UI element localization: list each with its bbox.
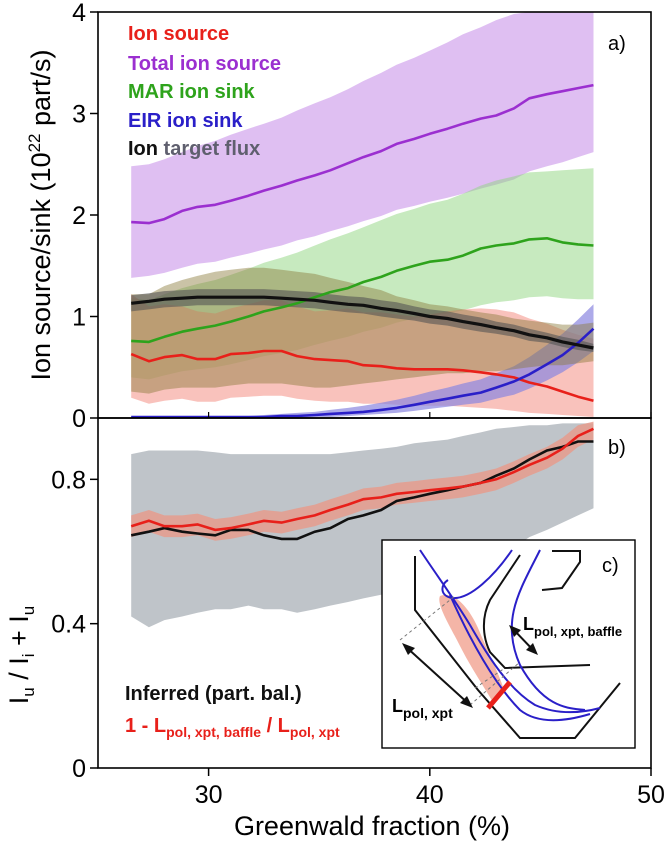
x-tick-label: 30 bbox=[195, 781, 223, 809]
panel-c-inset: c) Lpol, xpt, baffle Lpol, xpt bbox=[381, 539, 636, 749]
inset-arrowhead-xpt-b bbox=[460, 696, 473, 708]
inset-arrowhead-baffle-a bbox=[509, 625, 521, 637]
panel-a: 0 1 2 3 4 a) Ion source Total ion source MAR… bbox=[25, 0, 652, 433]
y-tick-label-b: 0.8 bbox=[51, 466, 86, 494]
y-tick-label-b: 0 bbox=[72, 755, 86, 783]
y-tick-label-a: 4 bbox=[72, 0, 86, 27]
inset-top-structure bbox=[541, 550, 581, 591]
panel-b-ylabel: Iu / Ii + Iu bbox=[4, 606, 38, 705]
band-model bbox=[131, 421, 594, 541]
inset-field-line-mid bbox=[449, 594, 591, 722]
legend-inferred: Inferred (part. bal.) bbox=[125, 683, 302, 705]
inset-baffle bbox=[483, 554, 591, 670]
line-inferred bbox=[130, 440, 594, 541]
legend-eir-ion-sink: EIR ion sink bbox=[128, 110, 243, 132]
panel-b: 0 0.4 0.8 b) Inferred (part. bal.) 1 - Lpo… bbox=[4, 417, 652, 783]
x-tick-label: 50 bbox=[637, 781, 664, 809]
x-tick-label: 40 bbox=[416, 781, 444, 809]
panel-a-tag: a) bbox=[608, 33, 626, 55]
y-tick-label-a: 3 bbox=[72, 101, 86, 129]
panel-a-ylabel: Ion source/sink (1022 part/s) bbox=[25, 49, 56, 380]
band-eir-ion-sink bbox=[131, 304, 594, 418]
line-mar-ion-sink bbox=[131, 237, 594, 344]
line-eir-ion-sink bbox=[131, 327, 595, 418]
legend-ion-source: Ion source bbox=[128, 23, 229, 45]
legend-mar-ion-sink: MAR ion sink bbox=[128, 81, 256, 103]
legend-model: 1 - Lpol, xpt, baffle / Lpol, xpt bbox=[125, 715, 340, 740]
inset-target-marker bbox=[486, 680, 512, 710]
inset-guide-2 bbox=[469, 661, 521, 706]
legend-total-ion-source: Total ion source bbox=[128, 53, 281, 75]
line-model bbox=[130, 427, 595, 532]
x-axis-label: Greenwald fraction (%) bbox=[234, 811, 510, 841]
y-tick-label-b: 0.4 bbox=[51, 611, 86, 639]
line-total-ion-source bbox=[131, 83, 594, 225]
inset-label-baffle: Lpol, xpt, baffle bbox=[523, 614, 622, 639]
legend-ion-target-flux: Ion target flux bbox=[128, 138, 260, 160]
y-tick-label-a: 2 bbox=[72, 202, 86, 230]
legend-ion-target-flux-b: target flux bbox=[164, 138, 261, 160]
inset-guide-3 bbox=[474, 667, 506, 689]
inset-field-line-outer bbox=[510, 549, 586, 711]
panel-a-legend: Ion source Total ion source MAR ion sink… bbox=[128, 23, 281, 160]
y-tick-label-a: 0 bbox=[72, 405, 86, 433]
line-ion-target-flux bbox=[131, 295, 594, 350]
panel-c-tag: c) bbox=[602, 555, 619, 577]
inset-frame bbox=[381, 539, 636, 749]
y-tick-label-a: 1 bbox=[72, 304, 86, 332]
band-total-ion-source bbox=[131, 12, 594, 278]
inset-arrow-xpt bbox=[404, 645, 471, 706]
inset-separatrix bbox=[419, 549, 601, 714]
inset-wall bbox=[414, 556, 621, 739]
panel-b-frame bbox=[97, 417, 652, 769]
inset-arrowhead-baffle-b bbox=[526, 643, 538, 655]
inset-shaded-region bbox=[439, 594, 504, 704]
legend-ion-target-flux-a: Ion bbox=[128, 138, 164, 160]
inset-arrowhead-xpt-a bbox=[402, 643, 415, 655]
band-ion-target-flux bbox=[131, 289, 594, 352]
inset-label-xpt: Lpol, xpt bbox=[392, 696, 453, 721]
panel-b-tag: b) bbox=[608, 437, 626, 459]
